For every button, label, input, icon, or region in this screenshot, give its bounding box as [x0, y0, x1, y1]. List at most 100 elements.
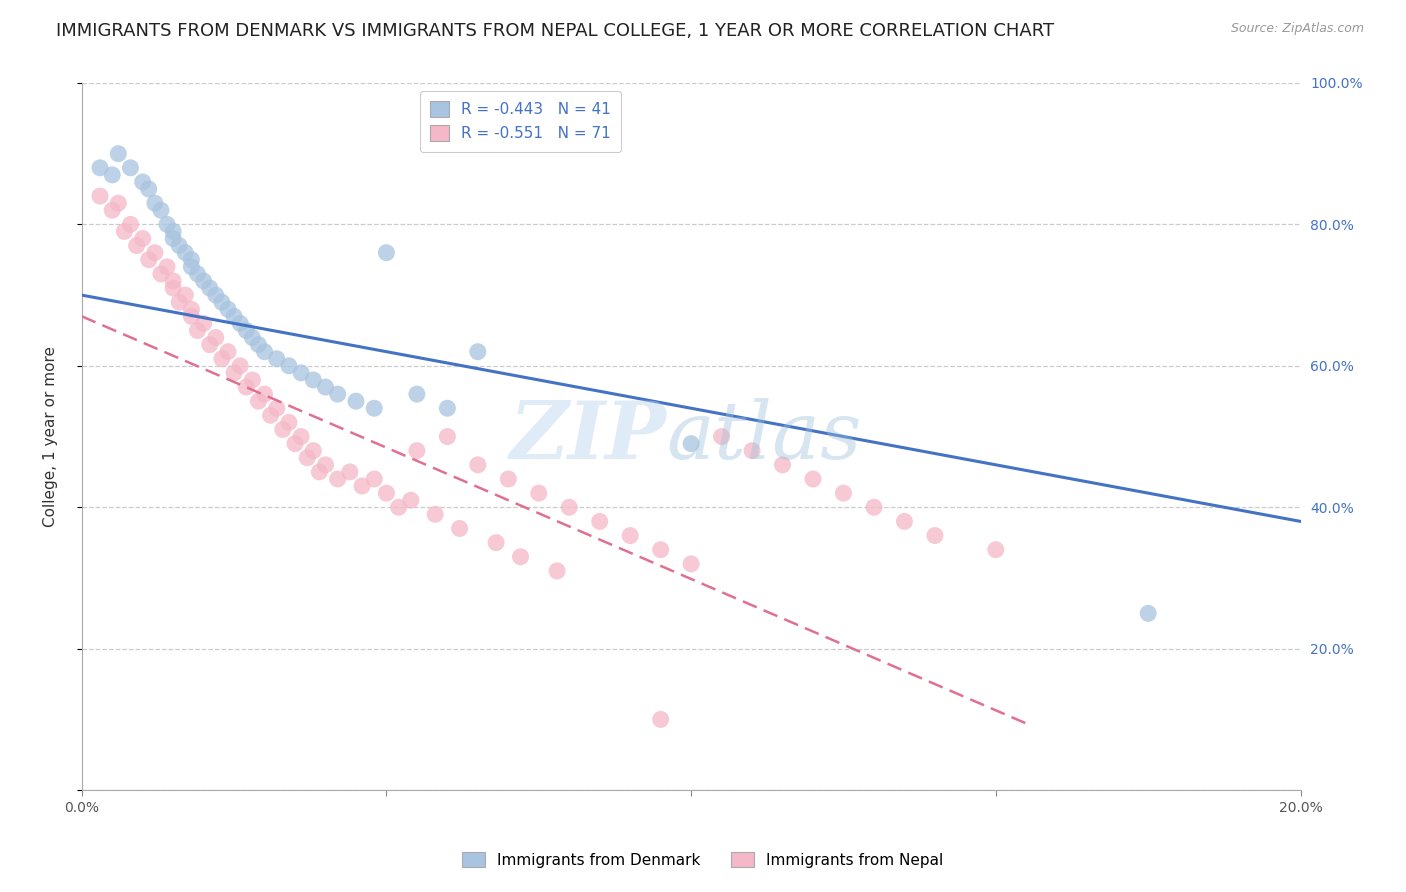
Point [235, 323, 257, 337]
Text: IMMIGRANTS FROM DENMARK VS IMMIGRANTS FROM NEPAL COLLEGE, 1 YEAR OR MORE CORRELA: IMMIGRANTS FROM DENMARK VS IMMIGRANTS FR… [56, 22, 1054, 40]
Point [112, 224, 135, 238]
Point [863, 500, 886, 515]
Point [436, 429, 458, 443]
Point [308, 465, 330, 479]
Point [589, 515, 612, 529]
Point [222, 310, 245, 324]
Point [162, 274, 184, 288]
Point [211, 351, 233, 366]
Point [271, 422, 294, 436]
Point [229, 317, 252, 331]
Point [449, 521, 471, 535]
Point [363, 472, 385, 486]
Point [375, 486, 398, 500]
Point [240, 330, 263, 344]
Point [710, 429, 733, 443]
Point [162, 231, 184, 245]
Point [984, 542, 1007, 557]
Point [485, 535, 508, 549]
Point [399, 493, 422, 508]
Point [406, 443, 429, 458]
Point [344, 394, 367, 409]
Point [162, 224, 184, 238]
Text: atlas: atlas [666, 398, 862, 475]
Point [101, 168, 124, 182]
Point [89, 161, 111, 175]
Point [527, 486, 550, 500]
Point [339, 465, 361, 479]
Text: ZIP: ZIP [510, 398, 666, 475]
Point [180, 252, 202, 267]
Point [277, 359, 299, 373]
Point [229, 359, 252, 373]
Point [467, 344, 489, 359]
Point [167, 238, 190, 252]
Point [681, 436, 703, 450]
Point [619, 528, 641, 542]
Point [924, 528, 946, 542]
Point [138, 252, 160, 267]
Point [326, 472, 349, 486]
Point [211, 295, 233, 310]
Point [498, 472, 520, 486]
Point [107, 196, 129, 211]
Point [193, 274, 215, 288]
Point [186, 323, 208, 337]
Point [162, 281, 184, 295]
Point [247, 337, 270, 351]
Point [235, 380, 257, 394]
Point [120, 218, 142, 232]
Point [681, 557, 703, 571]
Point [259, 409, 281, 423]
Point [509, 549, 531, 564]
Point [174, 245, 197, 260]
Point [240, 373, 263, 387]
Point [156, 218, 179, 232]
Point [204, 330, 226, 344]
Point [253, 387, 276, 401]
Point [180, 260, 202, 274]
Point [436, 401, 458, 416]
Point [247, 394, 270, 409]
Legend: Immigrants from Denmark, Immigrants from Nepal: Immigrants from Denmark, Immigrants from… [454, 844, 952, 875]
Point [138, 182, 160, 196]
Point [546, 564, 568, 578]
Point [302, 373, 325, 387]
Point [125, 238, 148, 252]
Point [290, 366, 312, 380]
Point [284, 436, 307, 450]
Point [741, 443, 763, 458]
Point [650, 713, 672, 727]
Point [352, 479, 374, 493]
Point [167, 295, 190, 310]
Legend: R = -0.443   N = 41, R = -0.551   N = 71: R = -0.443 N = 41, R = -0.551 N = 71 [419, 91, 621, 152]
Point [149, 203, 172, 218]
Point [425, 508, 447, 522]
Point [186, 267, 208, 281]
Point [375, 245, 398, 260]
Point [295, 450, 318, 465]
Point [131, 231, 153, 245]
Point [217, 344, 239, 359]
Point [315, 380, 337, 394]
Point [120, 161, 142, 175]
Point [326, 387, 349, 401]
Point [253, 344, 276, 359]
Point [156, 260, 179, 274]
Point [131, 175, 153, 189]
Text: Source: ZipAtlas.com: Source: ZipAtlas.com [1230, 22, 1364, 36]
Point [143, 245, 166, 260]
Point [101, 203, 124, 218]
Point [89, 189, 111, 203]
Point [266, 401, 288, 416]
Point [107, 146, 129, 161]
Point [406, 387, 429, 401]
Point [193, 317, 215, 331]
Point [222, 366, 245, 380]
Point [180, 310, 202, 324]
Point [1137, 607, 1160, 621]
Point [180, 302, 202, 317]
Y-axis label: College, 1 year or more: College, 1 year or more [44, 346, 58, 527]
Point [290, 429, 312, 443]
Point [315, 458, 337, 472]
